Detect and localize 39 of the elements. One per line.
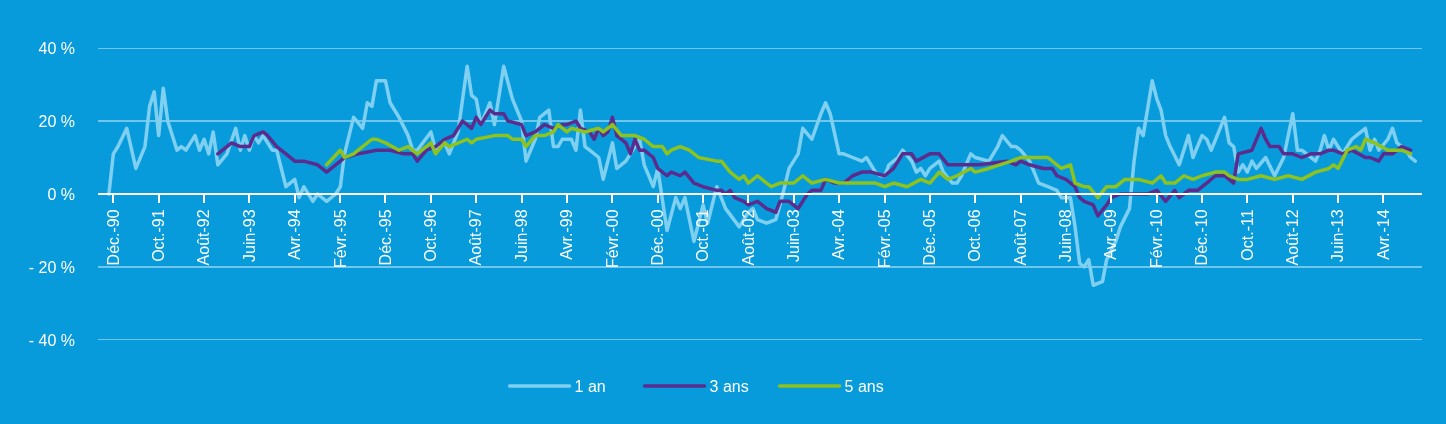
x-tick-label: Avr.-09: [1102, 209, 1120, 260]
x-tick-label: Déc.-05: [921, 209, 939, 266]
x-tick-label: Déc.-90: [104, 209, 122, 266]
line-series: [324, 122, 1413, 200]
x-tick-label: Oct.-01: [694, 209, 712, 262]
x-tick-label: Juin-08: [1057, 209, 1075, 262]
x-tick-label: Août-97: [467, 209, 485, 266]
x-tick-label: Juin-03: [784, 209, 802, 262]
x-tick-label: Oct.-11: [1238, 209, 1256, 261]
x-tick-label: Juin-13: [1329, 209, 1347, 262]
x-tick-label: Avr.-99: [558, 209, 576, 260]
x-tick-label: Déc.-10: [1193, 209, 1211, 266]
x-tick-label: Déc.-00: [648, 209, 666, 266]
x-tick-label: Oct.-96: [422, 209, 440, 262]
x-tick-label: Août-92: [195, 209, 213, 266]
legend-label: 1 an: [574, 378, 606, 396]
line-series: [107, 64, 1418, 287]
x-tick-label: Avr.-04: [830, 209, 848, 260]
x-tick-label: Avr.-14: [1374, 209, 1392, 260]
x-tick-label: Août-07: [1011, 209, 1029, 266]
y-tick-label: - 40 %: [28, 331, 75, 349]
x-tick-label: Oct.-91: [149, 209, 167, 262]
x-tick-label: Oct.-06: [966, 209, 984, 262]
x-tick-label: Août-12: [1283, 209, 1301, 266]
x-tick-label: Déc.-95: [376, 209, 394, 266]
legend-label: 3 ans: [709, 378, 749, 396]
x-tick-label: Avr.-94: [285, 209, 303, 260]
x-tick-label: Juin-98: [512, 209, 530, 262]
y-tick-label: - 20 %: [28, 258, 75, 276]
y-tick-label: 40 %: [38, 39, 75, 57]
x-tick-label: Juin-93: [240, 209, 258, 262]
x-tick-label: Févr.-95: [331, 209, 349, 269]
y-tick-label: 20 %: [38, 112, 75, 130]
x-tick-label: Févr.-05: [875, 209, 893, 269]
y-tick-label: 0 %: [47, 185, 75, 203]
x-tick-label: Août-02: [739, 209, 757, 266]
x-tick-label: Févr.-10: [1148, 209, 1166, 269]
legend-label: 5 ans: [844, 378, 884, 396]
x-tick-label: Févr.-00: [603, 209, 621, 269]
